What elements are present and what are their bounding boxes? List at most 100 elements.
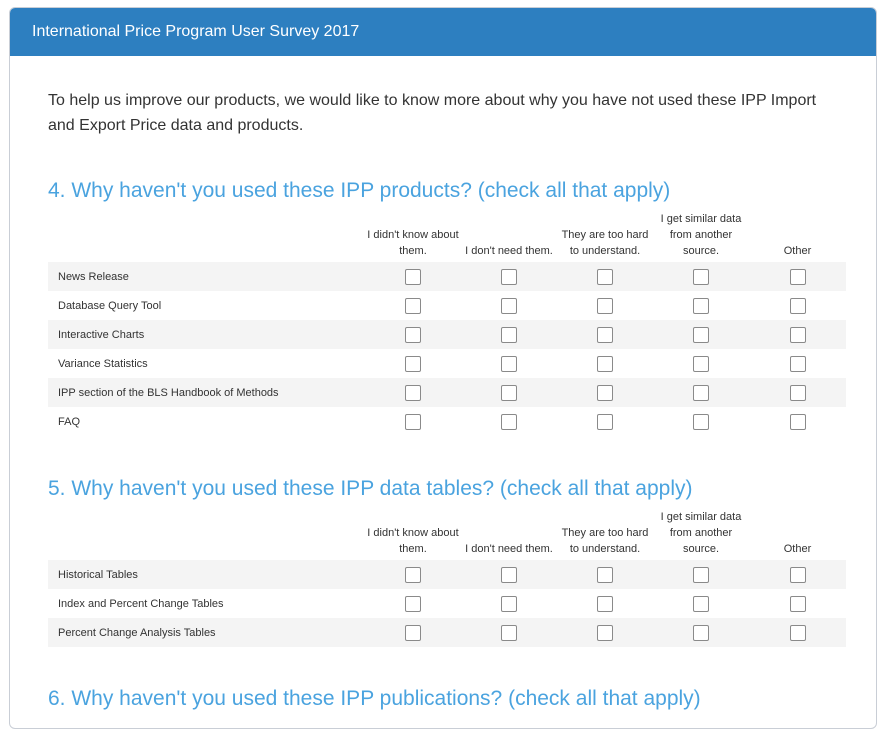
- checkbox[interactable]: [405, 384, 421, 401]
- checkbox[interactable]: [597, 566, 613, 583]
- grid-cell: [461, 589, 557, 618]
- survey-content: To help us improve our products, we woul…: [10, 88, 876, 712]
- grid-row: Variance Statistics: [48, 349, 846, 378]
- checkbox[interactable]: [597, 413, 613, 430]
- question-4-title: 4. Why haven't you used these IPP produc…: [48, 179, 671, 202]
- checkbox[interactable]: [405, 268, 421, 285]
- checkbox[interactable]: [693, 355, 709, 372]
- grid-cell: [461, 320, 557, 349]
- intro-text: To help us improve our products, we woul…: [48, 92, 817, 134]
- checkbox[interactable]: [501, 566, 517, 583]
- grid-cell: [557, 320, 653, 349]
- grid-cell: [365, 262, 461, 291]
- checkbox[interactable]: [693, 595, 709, 612]
- checkbox[interactable]: [405, 355, 421, 372]
- checkbox[interactable]: [597, 624, 613, 641]
- grid-column-header: They are too hard to understand.: [561, 229, 649, 257]
- checkbox[interactable]: [693, 566, 709, 583]
- grid-header-row: I didn't know about them. I don't need th…: [48, 211, 846, 262]
- grid-cell: [365, 349, 461, 378]
- grid-row: Database Query Tool: [48, 291, 846, 320]
- grid-cell: [749, 378, 846, 407]
- grid-cell: [653, 618, 749, 647]
- checkbox[interactable]: [405, 624, 421, 641]
- checkbox[interactable]: [501, 326, 517, 343]
- checkbox[interactable]: [405, 413, 421, 430]
- grid-cell: [653, 320, 749, 349]
- checkbox[interactable]: [597, 268, 613, 285]
- grid-row-label: Database Query Tool: [58, 299, 162, 312]
- checkbox[interactable]: [597, 297, 613, 314]
- checkbox[interactable]: [597, 326, 613, 343]
- grid-row-label: Interactive Charts: [48, 320, 365, 349]
- grid-cell: [653, 349, 749, 378]
- checkbox[interactable]: [597, 355, 613, 372]
- checkbox[interactable]: [789, 384, 806, 401]
- checkbox[interactable]: [693, 268, 709, 285]
- checkbox[interactable]: [597, 595, 613, 612]
- grid-cell: [461, 560, 557, 589]
- checkbox[interactable]: [789, 268, 806, 285]
- checkbox[interactable]: [693, 413, 709, 430]
- grid-row-label: Index and Percent Change Tables: [58, 597, 224, 610]
- checkbox[interactable]: [501, 595, 517, 612]
- grid-cell: [365, 407, 461, 436]
- checkbox[interactable]: [693, 624, 709, 641]
- checkbox[interactable]: [501, 624, 517, 641]
- checkbox[interactable]: [501, 413, 517, 430]
- grid-column-header: Other: [783, 245, 812, 257]
- grid-cell: [557, 589, 653, 618]
- grid-cell: [653, 407, 749, 436]
- grid-cell: [365, 560, 461, 589]
- grid-cell: [749, 291, 846, 320]
- checkbox[interactable]: [693, 297, 709, 314]
- grid-header-blank: [48, 509, 365, 560]
- checkbox[interactable]: [789, 297, 806, 314]
- checkbox[interactable]: [693, 326, 709, 343]
- grid-column-header: I didn't know about them.: [367, 527, 459, 555]
- grid-cell: [749, 618, 846, 647]
- checkbox[interactable]: [789, 595, 806, 612]
- checkbox[interactable]: [501, 384, 517, 401]
- grid-column-header: I don't need them.: [465, 245, 553, 257]
- checkbox[interactable]: [405, 595, 421, 612]
- question-5-title: 5. Why haven't you used these IPP data t…: [48, 477, 693, 500]
- grid-row-label: News Release: [48, 262, 365, 291]
- grid-row: FAQ: [48, 407, 846, 436]
- grid-header-blank: [48, 211, 365, 262]
- checkbox[interactable]: [693, 384, 709, 401]
- checkbox[interactable]: [405, 566, 421, 583]
- grid-row: Historical Tables: [48, 560, 846, 589]
- checkbox[interactable]: [501, 355, 517, 372]
- checkbox[interactable]: [789, 624, 806, 641]
- grid-cell: [749, 560, 846, 589]
- checkbox[interactable]: [405, 297, 421, 314]
- grid-cell: [557, 560, 653, 589]
- checkbox[interactable]: [501, 297, 517, 314]
- grid-cell: [461, 407, 557, 436]
- checkbox[interactable]: [789, 326, 806, 343]
- grid-cell: [557, 618, 653, 647]
- grid-row-label: Variance Statistics: [58, 357, 148, 370]
- grid-row-label: Percent Change Analysis Tables: [48, 618, 365, 647]
- checkbox[interactable]: [789, 355, 806, 372]
- grid-column-header: I get similar data from another source.: [660, 511, 742, 555]
- checkbox[interactable]: [789, 413, 806, 430]
- grid-column-header: I didn't know about them.: [367, 229, 459, 257]
- grid-cell: [461, 349, 557, 378]
- checkbox[interactable]: [789, 566, 806, 583]
- grid-cell: [557, 378, 653, 407]
- grid-cell: [461, 291, 557, 320]
- question-5-grid: I didn't know about them. I don't need th…: [48, 509, 846, 647]
- checkbox[interactable]: [501, 268, 517, 285]
- grid-column-header: They are too hard to understand.: [561, 527, 649, 555]
- grid-column-header: I don't need them.: [465, 543, 553, 555]
- grid-cell: [749, 320, 846, 349]
- grid-cell: [557, 349, 653, 378]
- survey-title: International Price Program User Survey …: [10, 8, 876, 56]
- grid-column-header: I get similar data from another source.: [660, 213, 742, 257]
- checkbox[interactable]: [597, 384, 613, 401]
- checkbox[interactable]: [405, 326, 421, 343]
- grid-row-label: Historical Tables: [48, 560, 365, 589]
- grid-row-label: IPP section of the BLS Handbook of Metho…: [48, 378, 365, 407]
